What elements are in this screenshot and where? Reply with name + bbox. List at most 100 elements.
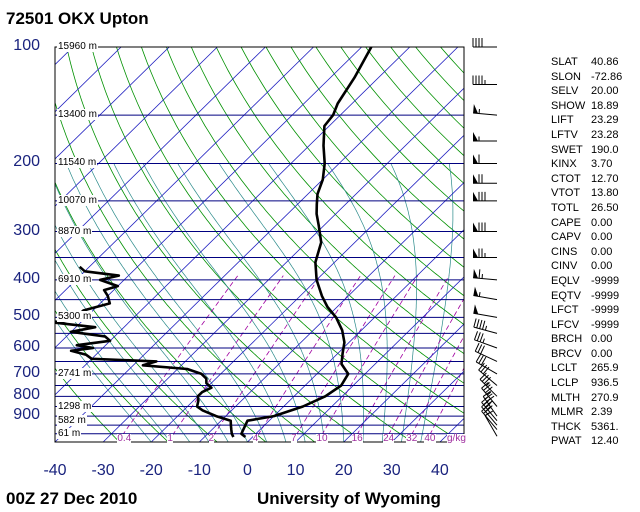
isotherm: [55, 47, 459, 442]
index-row: CTOT 12.70: [551, 172, 637, 187]
moist-adiabat: [55, 224, 210, 442]
temperature-tick-label: 20: [334, 462, 353, 479]
moist-adiabat: [268, 163, 364, 442]
height-label: 11540 m: [57, 157, 98, 169]
height-label: 10070 m: [57, 194, 98, 206]
height-label: 13400 m: [57, 109, 98, 121]
moist-adiabat: [55, 259, 190, 442]
pressure-tick-label: 700: [13, 363, 40, 381]
index-row: SLAT 40.86: [551, 55, 637, 70]
index-value: 23.29: [591, 114, 619, 127]
height-label: 5300 m: [57, 311, 93, 323]
temperature-tick-label: 30: [382, 462, 401, 479]
pressure-tick-label: 600: [13, 337, 40, 355]
wind-barb: [473, 191, 497, 202]
mixing-ratio-label: 40: [424, 433, 436, 444]
index-name: CAPV: [551, 231, 581, 244]
mixing-ratio-label: g/kg: [447, 433, 466, 444]
moist-adiabat: [390, 163, 417, 442]
mixing-ratio-label: 10: [316, 433, 328, 444]
wind-barb: [473, 268, 498, 281]
wind-barbs: [472, 38, 498, 437]
dry-adiabat: [215, 47, 464, 326]
isotherm: [55, 47, 218, 207]
isotherm: [391, 370, 464, 442]
pressure-tick-label: 300: [13, 221, 40, 239]
pressure-tick-label: 900: [13, 406, 40, 424]
pressure-tick-label: 800: [13, 386, 40, 404]
mixing-ratio-line: [352, 275, 450, 442]
wind-barb: [475, 353, 498, 375]
temperature-tick-label: -10: [187, 462, 211, 479]
index-value: 0.00: [591, 216, 613, 229]
index-name: CAPE: [551, 216, 581, 229]
temperature-tick-label: 40: [431, 462, 449, 479]
moist-adiabat: [113, 163, 287, 442]
temperature-tick-label: 0: [243, 462, 252, 479]
index-value: -72.86: [591, 70, 623, 83]
index-value: 5361.: [591, 420, 619, 433]
index-name: LCLT: [551, 362, 578, 375]
pressure-tick-label: 200: [13, 153, 40, 171]
index-name: EQTV: [551, 289, 581, 302]
index-row: SWET 190.0: [551, 143, 637, 158]
index-value: 190.0: [591, 143, 619, 156]
isotherm: [55, 47, 266, 254]
mixing-ratio-line: [208, 275, 321, 442]
dry-adiabat: [240, 47, 464, 297]
isotherm: [55, 47, 170, 160]
index-row: MLMR 2.39: [551, 405, 637, 420]
index-name: BRCH: [551, 333, 583, 346]
index-value: 270.9: [591, 391, 619, 404]
index-name: SLON: [551, 70, 581, 83]
index-row: BRCV 0.00: [551, 347, 637, 362]
index-name: THCK: [551, 420, 581, 433]
isotherm: [55, 47, 411, 396]
index-row: LFCT -9999: [551, 303, 637, 318]
chart-grid: [0, 47, 464, 442]
temperature-profile: [240, 47, 373, 439]
stability-indices: SLAT 40.86 SLON -72.86 SELV 20.00 SHOW 18.89 LIF…: [551, 55, 637, 449]
index-row: SLON -72.86: [551, 70, 637, 85]
moist-adiabat: [177, 163, 325, 442]
dry-adiabat: [265, 47, 464, 268]
wind-barb: [473, 154, 497, 164]
index-row: CINS 0.00: [551, 245, 637, 260]
mixing-ratio-label: 24: [383, 433, 395, 444]
pressure-tick-label: 100: [13, 37, 40, 54]
index-value: 23.28: [591, 128, 619, 141]
index-value: -9999: [591, 274, 620, 287]
index-value: 18.89: [591, 99, 619, 112]
index-name: VTOT: [551, 187, 581, 200]
isotherm: [0, 47, 25, 442]
wind-barb: [473, 174, 497, 184]
index-value: 0.00: [591, 231, 613, 244]
pressure-tick-label: 500: [13, 307, 40, 325]
wind-barb: [473, 318, 498, 334]
dry-adiabat: [55, 367, 120, 442]
moist-adiabat: [142, 163, 306, 442]
isotherm: [55, 47, 74, 66]
index-row: EQTV -9999: [551, 289, 637, 304]
index-row: LIFT 23.29: [551, 113, 637, 128]
dry-adiabat: [55, 309, 169, 442]
mixing-ratio-line: [167, 275, 284, 442]
index-name: MLTH: [551, 391, 581, 404]
index-name: LIFT: [551, 114, 574, 127]
pressure-tick-label: 400: [13, 269, 40, 287]
wind-barb: [472, 38, 497, 48]
index-name: LFCT: [551, 304, 579, 317]
mixing-ratio-label: 1: [167, 433, 173, 444]
index-row: TOTL 26.50: [551, 201, 637, 216]
index-row: SELV 20.00: [551, 84, 637, 99]
index-row: THCK 5361.: [551, 420, 637, 435]
index-name: SLAT: [551, 56, 578, 68]
mixing-ratio-line: [384, 297, 464, 442]
moist-adiabat: [55, 290, 171, 442]
mixing-ratio-line: [407, 335, 464, 442]
index-name: EQLV: [551, 274, 580, 287]
moist-adiabat: [420, 163, 454, 442]
moist-adiabat: [218, 163, 345, 442]
mixing-ratio-label: 0.4: [117, 433, 132, 444]
index-name: MLMR: [551, 406, 584, 419]
